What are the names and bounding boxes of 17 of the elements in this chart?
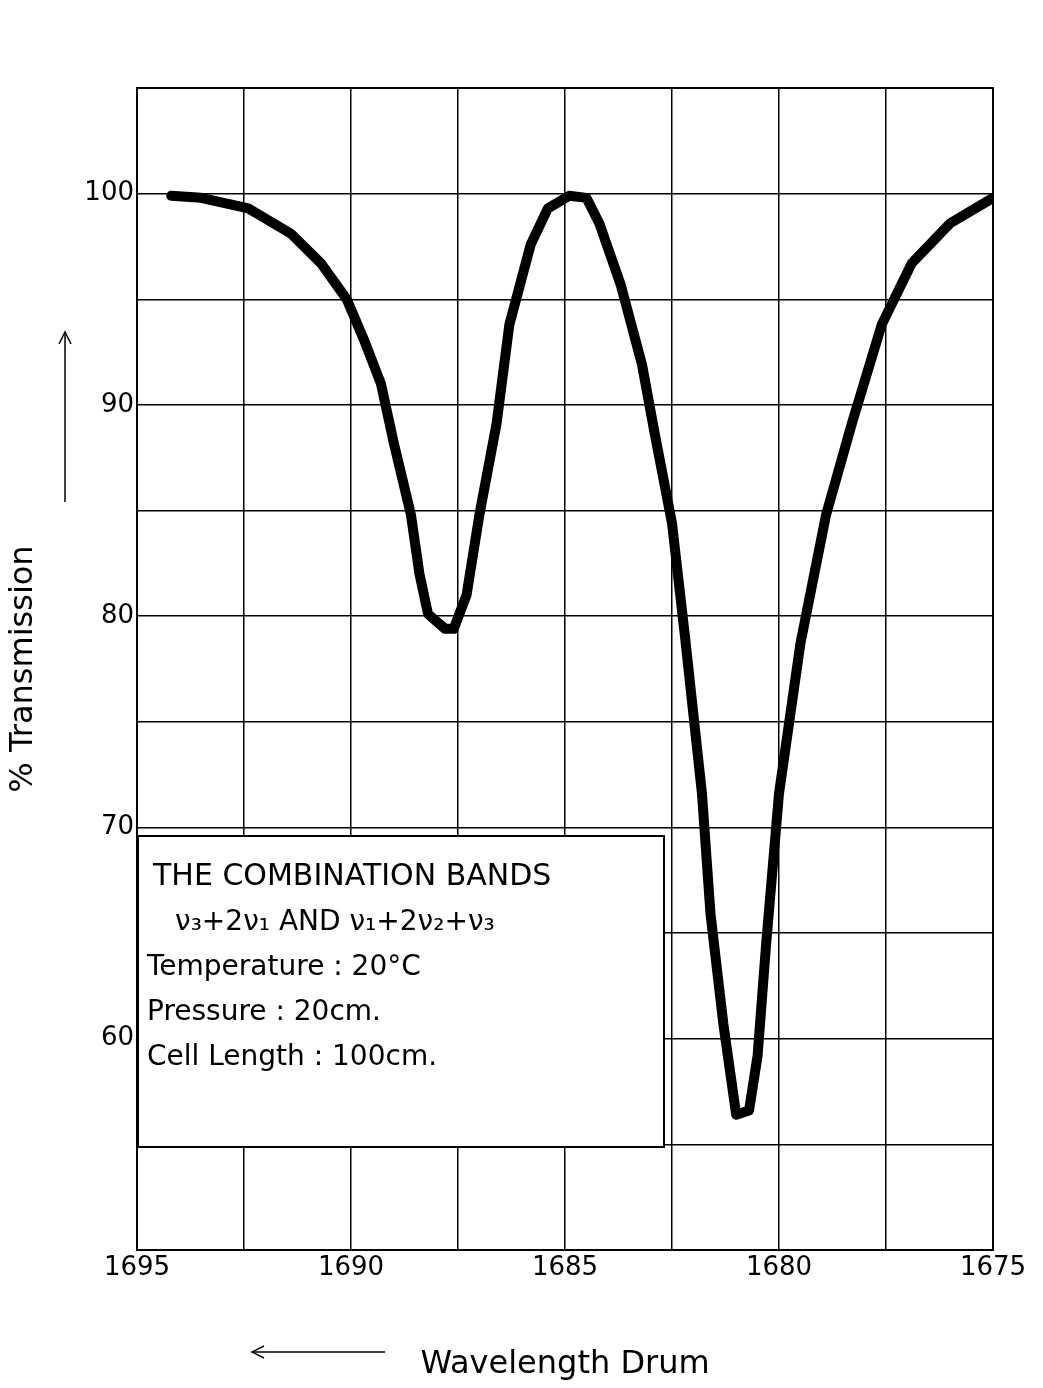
y-tick-label: 60	[100, 1021, 134, 1052]
annotation: Pressure : 20cm.	[147, 992, 382, 1029]
y-tick-label: 90	[100, 387, 134, 418]
x-tick-label: 1685	[531, 1251, 599, 1282]
x-axis-title: Wavelength Drum	[420, 1343, 710, 1382]
annotation: Temperature : 20°C	[147, 947, 422, 984]
y-axis-title: % Transmission	[1, 545, 40, 793]
annotation: Cell Length : 100cm.	[147, 1037, 439, 1074]
y-tick-label: 70	[100, 810, 134, 841]
x-tick-label: 1690	[317, 1251, 385, 1282]
x-tick-label: 1695	[103, 1251, 171, 1282]
x-tick-label: 1675	[959, 1251, 1027, 1282]
y-tick-label: 80	[100, 598, 134, 629]
y-tick-label: 100	[84, 176, 134, 207]
x-tick-label: 1680	[745, 1251, 813, 1282]
annotation: ν₃+2ν₁ AND ν₁+2ν₂+ν₃	[174, 903, 496, 940]
annotation: THE COMBINATION BANDS	[152, 856, 553, 895]
